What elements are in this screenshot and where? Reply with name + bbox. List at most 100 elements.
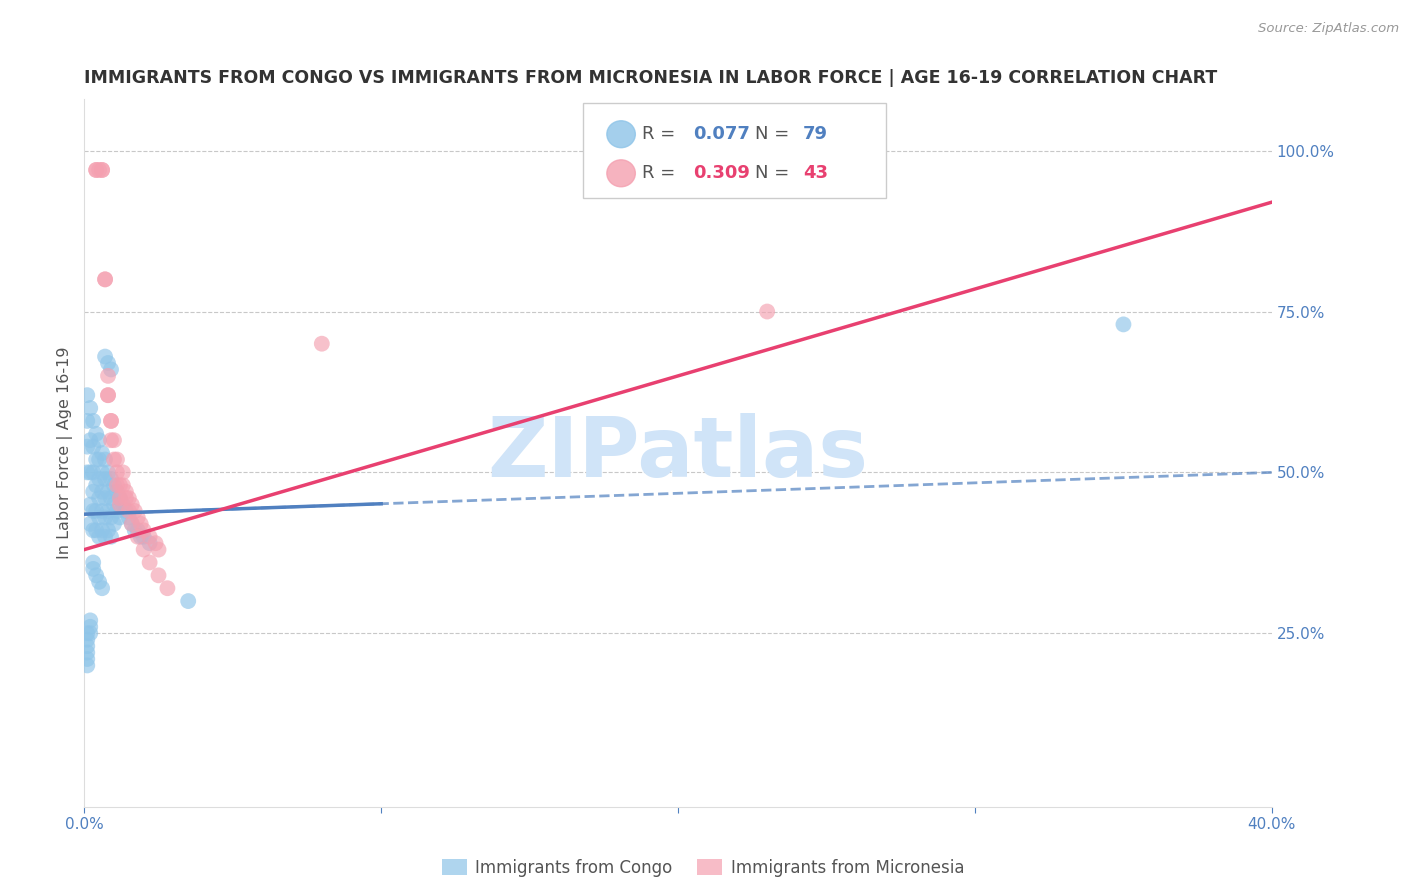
Point	[91, 163, 114, 178]
Point	[100, 434, 122, 448]
Point	[132, 542, 155, 557]
Point	[100, 362, 122, 376]
Point	[79, 401, 101, 415]
Point	[82, 562, 104, 576]
Point	[79, 613, 101, 627]
Legend: Immigrants from Congo, Immigrants from Micronesia: Immigrants from Congo, Immigrants from M…	[434, 853, 972, 884]
Point	[108, 491, 131, 505]
Point	[103, 516, 125, 531]
Point	[105, 478, 128, 492]
Ellipse shape	[607, 120, 636, 148]
Point	[1112, 318, 1135, 332]
Point	[89, 163, 111, 178]
Point	[105, 484, 128, 499]
Point	[138, 556, 160, 570]
Text: R =: R =	[643, 125, 682, 144]
Text: IMMIGRANTS FROM CONGO VS IMMIGRANTS FROM MICRONESIA IN LABOR FORCE | AGE 16-19 C: IMMIGRANTS FROM CONGO VS IMMIGRANTS FROM…	[84, 69, 1218, 87]
Point	[132, 524, 155, 538]
Point	[89, 530, 111, 544]
Point	[121, 516, 143, 531]
Point	[79, 466, 101, 480]
Point	[100, 491, 122, 505]
Point	[94, 530, 117, 544]
Point	[118, 491, 141, 505]
Point	[84, 504, 107, 518]
Point	[100, 414, 122, 428]
Point	[94, 491, 117, 505]
Point	[118, 504, 141, 518]
Point	[84, 426, 107, 441]
Point	[89, 574, 111, 589]
Point	[84, 568, 107, 582]
Point	[156, 581, 179, 595]
Point	[97, 466, 120, 480]
Point	[108, 510, 131, 524]
Point	[105, 504, 128, 518]
Point	[127, 510, 149, 524]
Point	[76, 646, 98, 660]
Point	[97, 524, 120, 538]
Text: ZIPatlas: ZIPatlas	[488, 413, 869, 493]
Point	[91, 466, 114, 480]
Point	[132, 530, 155, 544]
Point	[148, 568, 170, 582]
Y-axis label: In Labor Force | Age 16-19: In Labor Force | Age 16-19	[58, 347, 73, 559]
Point	[108, 491, 131, 505]
Point	[148, 542, 170, 557]
Point	[91, 504, 114, 518]
Point	[111, 478, 134, 492]
Point	[84, 163, 107, 178]
Point	[97, 368, 120, 383]
Point	[76, 440, 98, 454]
Point	[115, 491, 138, 505]
Point	[84, 452, 107, 467]
Point	[84, 163, 107, 178]
Text: 79: 79	[803, 125, 828, 144]
Point	[89, 434, 111, 448]
Point	[76, 414, 98, 428]
Point	[94, 510, 117, 524]
Point	[115, 504, 138, 518]
Text: 0.309: 0.309	[693, 164, 751, 182]
Point	[129, 516, 152, 531]
Point	[129, 530, 152, 544]
Text: N =: N =	[755, 164, 796, 182]
Point	[124, 504, 146, 518]
Point	[82, 440, 104, 454]
Point	[105, 452, 128, 467]
Point	[94, 272, 117, 286]
Point	[138, 530, 160, 544]
Text: N =: N =	[755, 125, 796, 144]
Point	[76, 652, 98, 666]
Point	[145, 536, 167, 550]
Point	[76, 626, 98, 640]
Point	[103, 452, 125, 467]
Point	[108, 498, 131, 512]
FancyBboxPatch shape	[583, 103, 886, 198]
Point	[103, 498, 125, 512]
Point	[121, 516, 143, 531]
Point	[97, 484, 120, 499]
Point	[79, 620, 101, 634]
Point	[311, 336, 333, 351]
Point	[91, 484, 114, 499]
Point	[76, 466, 98, 480]
Point	[111, 498, 134, 512]
Point	[76, 658, 98, 673]
Point	[84, 478, 107, 492]
Point	[100, 530, 122, 544]
Point	[97, 356, 120, 370]
Point	[82, 414, 104, 428]
Point	[82, 466, 104, 480]
Point	[97, 388, 120, 402]
Point	[94, 452, 117, 467]
Point	[111, 466, 134, 480]
Point	[82, 484, 104, 499]
Point	[138, 536, 160, 550]
Point	[100, 472, 122, 486]
Ellipse shape	[607, 160, 636, 186]
Point	[115, 484, 138, 499]
Point	[97, 504, 120, 518]
Text: 0.077: 0.077	[693, 125, 751, 144]
Point	[94, 272, 117, 286]
